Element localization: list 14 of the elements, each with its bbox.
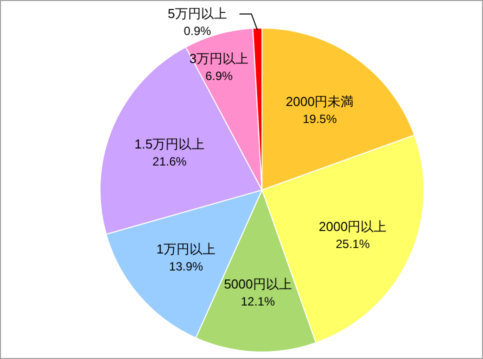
slice-label: 2000円以上 [318, 219, 387, 234]
slice-label: 5000円以上 [224, 276, 292, 292]
slice-label: 2000円未満 [286, 94, 354, 109]
data-label: 12.1% [240, 294, 276, 308]
data-label: 6.9% [205, 69, 234, 84]
slice-label: 5万円以上 [168, 6, 228, 21]
data-label: 13.9% [169, 260, 204, 274]
data-label: 25.1% [336, 237, 370, 252]
data-label: 21.6% [152, 154, 187, 169]
slice-label: 1万円以上 [156, 242, 216, 257]
data-label: 19.5% [302, 112, 338, 126]
data-label: 0.9% [184, 24, 212, 38]
slice-label: 1.5万円以上 [134, 136, 205, 152]
slice-label: 3万円以上 [189, 51, 249, 66]
